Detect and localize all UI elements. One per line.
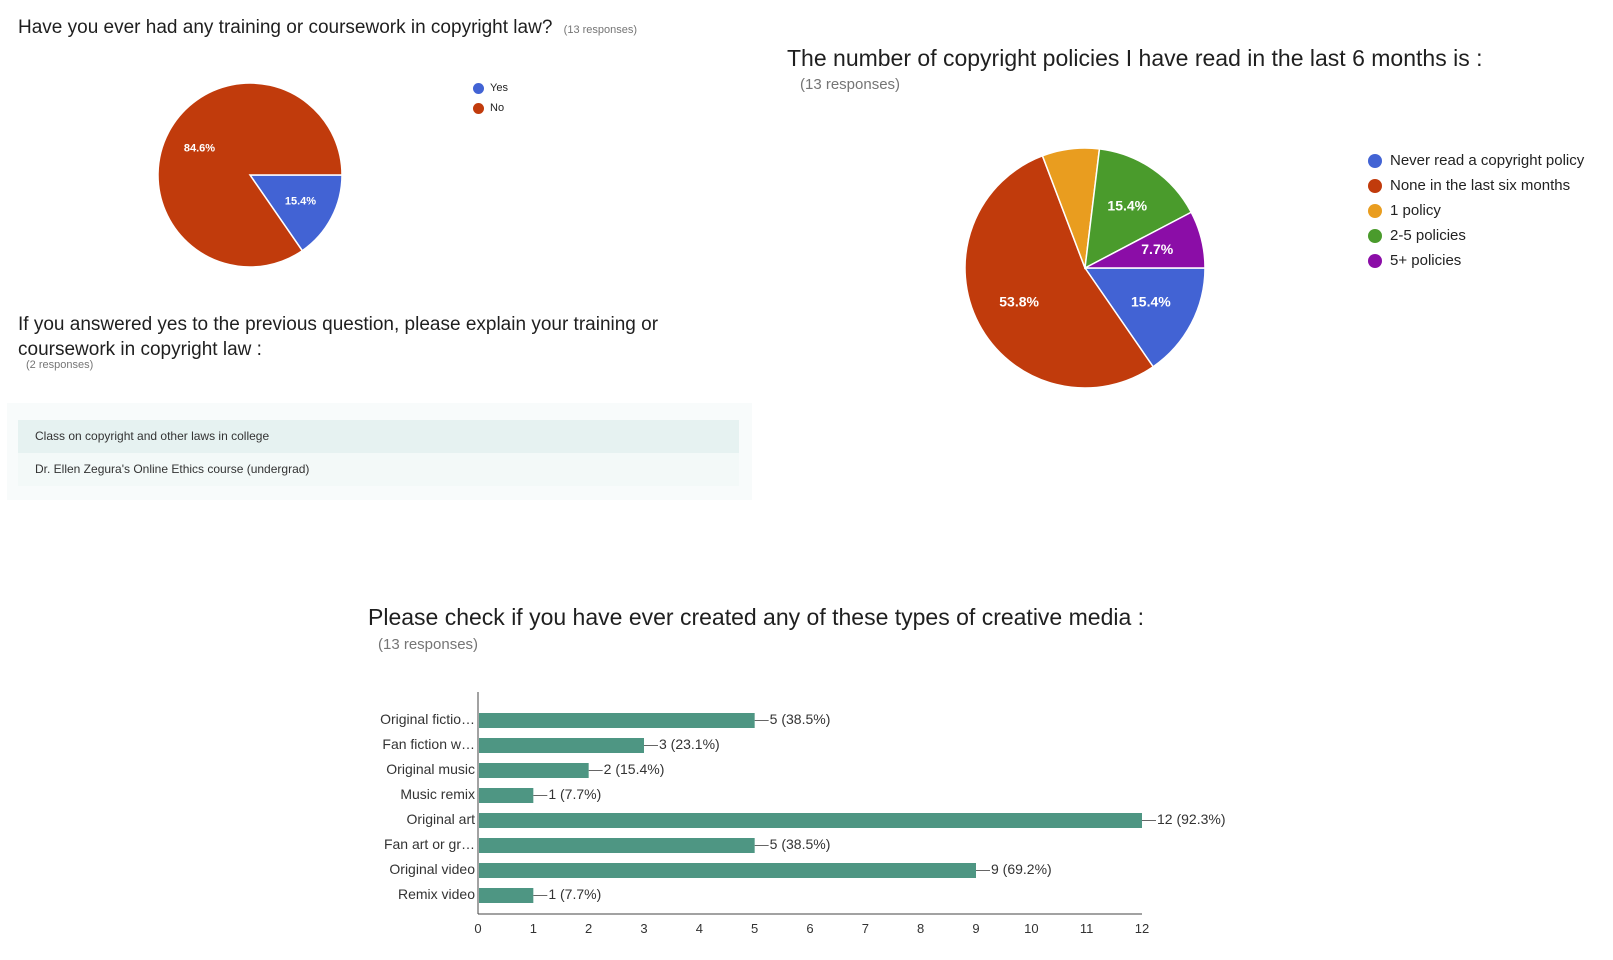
x-tick-label: 12 — [1135, 921, 1149, 936]
y-category-label: Remix video — [398, 886, 475, 902]
q3-legend-item-none-in-the-last-six-months: None in the last six months — [1368, 177, 1570, 194]
bar-data-label: 1 (7.7%) — [548, 786, 601, 802]
x-tick-label: 8 — [917, 921, 924, 936]
legend-swatch-icon — [1368, 253, 1382, 268]
q1-pie-chart: 15.4% 84.6% — [157, 82, 343, 268]
q1-legend-item-yes: Yes — [473, 82, 508, 94]
q3-slice-never-read-a-copyright-policy — [1083, 267, 1206, 368]
q3-title: The number of copyright policies I have … — [787, 45, 1483, 71]
bar-data-label: 1 (7.7%) — [548, 886, 601, 902]
q3-slice-label: 53.8% — [999, 293, 1039, 309]
x-tick-label: 3 — [640, 921, 647, 936]
q3-slice-label: 15.4% — [1107, 197, 1147, 213]
q2-answer-text: Class on copyright and other laws in col… — [35, 429, 270, 443]
q1-slice-no — [157, 82, 343, 268]
y-category-label: Fan art or gr… — [384, 836, 475, 852]
q1-title: Have you ever had any training or course… — [18, 17, 637, 39]
legend-label: 5+ policies — [1390, 252, 1462, 269]
y-category-label: Music remix — [400, 786, 475, 802]
q4-title: Please check if you have ever created an… — [368, 604, 1145, 630]
legend-swatch-icon — [473, 82, 484, 94]
bar-fan-fiction-w — [479, 738, 644, 753]
bar-data-label: 2 (15.4%) — [604, 761, 665, 777]
q2-title-line1: If you answered yes to the previous ques… — [18, 314, 659, 335]
q3-pie-chart: 15.4% 53.8% 15.4% 7.7% — [964, 147, 1206, 389]
bar-original-fictio — [479, 713, 755, 728]
bar-data-label: 3 (23.1%) — [659, 736, 720, 752]
q2-answer-text: Dr. Ellen Zegura's Online Ethics course … — [35, 462, 310, 476]
q1-slice-label: 15.4% — [285, 195, 316, 207]
legend-label: None in the last six months — [1390, 177, 1571, 194]
q1-legend-item-no: No — [473, 102, 504, 114]
q1-slice-yes — [248, 174, 343, 252]
q3-slice-none-in-the-last-six-months — [964, 154, 1155, 389]
legend-label: Yes — [490, 82, 508, 94]
legend-swatch-icon — [1368, 153, 1382, 168]
bar-original-art — [479, 813, 1142, 828]
legend-swatch-icon — [473, 102, 484, 114]
x-tick-label: 10 — [1024, 921, 1038, 936]
legend-swatch-icon — [1368, 203, 1382, 218]
bar-original-video — [479, 863, 976, 878]
q4-response-count: (13 responses) — [378, 636, 479, 653]
y-category-label: Original video — [389, 861, 475, 877]
x-tick-label: 5 — [751, 921, 758, 936]
y-category-label: Original music — [386, 761, 475, 777]
bar-data-label: 5 (38.5%) — [770, 836, 831, 852]
q2-title-line2: coursework in copyright law : — [18, 339, 262, 360]
y-category-label: Original fictio… — [380, 711, 475, 727]
x-tick-label: 6 — [806, 921, 813, 936]
q2-answer-row: Dr. Ellen Zegura's Online Ethics course … — [18, 453, 739, 486]
x-tick-label: 1 — [530, 921, 537, 936]
x-tick-label: 9 — [972, 921, 979, 936]
legend-label: 2-5 policies — [1390, 227, 1466, 244]
legend-swatch-icon — [1368, 228, 1382, 243]
q3-legend-item-2-5-policies: 2-5 policies — [1368, 227, 1466, 244]
q3-slice-label: 7.7% — [1141, 241, 1173, 257]
q3-legend-item-1-policy: 1 policy — [1368, 202, 1441, 219]
x-tick-label: 4 — [696, 921, 703, 936]
q2-answer-row: Class on copyright and other laws in col… — [18, 420, 739, 453]
q2-response-count: (2 responses) — [26, 359, 94, 371]
q3-slice-2-5-policies — [1084, 148, 1193, 270]
legend-label: Never read a copyright policy — [1390, 152, 1585, 169]
q3-slice-5-policies — [1084, 211, 1206, 269]
q1-title-text: Have you ever had any training or course… — [18, 17, 553, 38]
q2-title: If you answered yes to the previous ques… — [18, 312, 658, 362]
bar-data-label: 5 (38.5%) — [770, 711, 831, 727]
x-tick-label: 2 — [585, 921, 592, 936]
y-category-label: Original art — [407, 811, 476, 827]
bar-remix-video — [479, 888, 534, 903]
q3-response-count: (13 responses) — [800, 76, 901, 93]
x-tick-label: 7 — [862, 921, 869, 936]
legend-label: No — [490, 102, 505, 114]
q3-legend-item-5-policies: 5+ policies — [1368, 252, 1461, 269]
bar-data-label: 9 (69.2%) — [991, 861, 1052, 877]
q1-response-count: (13 responses) — [563, 24, 638, 36]
x-tick-label: 11 — [1080, 921, 1094, 936]
q1-slice-label: 84.6% — [184, 142, 215, 154]
x-tick-label: 0 — [474, 921, 481, 936]
y-category-label: Fan fiction w… — [382, 736, 475, 752]
bar-music-remix — [479, 788, 534, 803]
q3-legend-item-never-read-a-copyright-policy: Never read a copyright policy — [1368, 152, 1584, 169]
bar-fan-art-or-gr — [479, 838, 755, 853]
bar-original-music — [479, 763, 589, 778]
legend-swatch-icon — [1368, 178, 1382, 193]
legend-label: 1 policy — [1390, 202, 1441, 219]
q3-slice-label: 15.4% — [1131, 293, 1171, 309]
bar-data-label: 12 (92.3%) — [1157, 811, 1225, 827]
